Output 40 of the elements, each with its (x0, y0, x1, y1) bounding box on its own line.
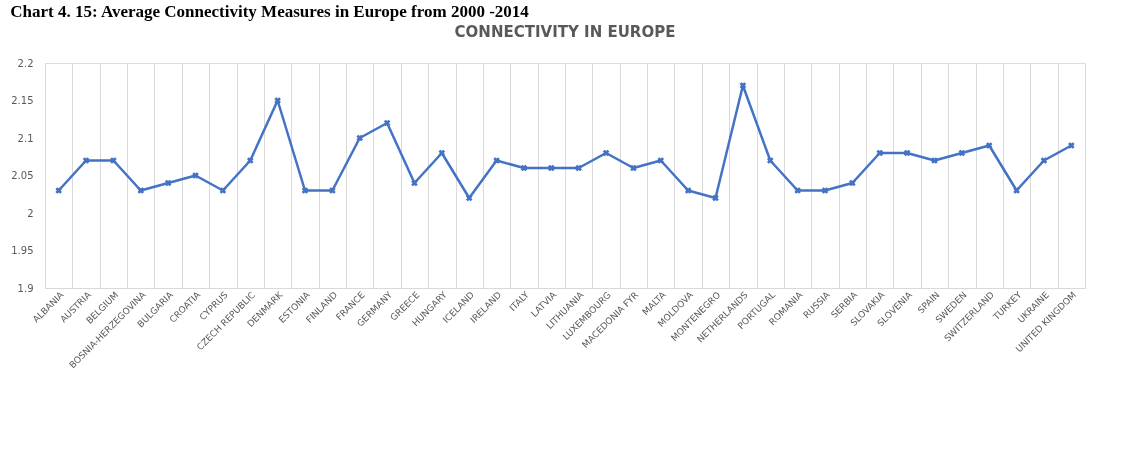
point (985, 142, 993, 149)
point (958, 149, 966, 157)
point (411, 179, 418, 187)
point (575, 164, 582, 172)
point (137, 187, 145, 194)
point (329, 187, 336, 194)
y-tick-label: 1.9 (17, 282, 34, 294)
point (438, 149, 446, 157)
point (766, 157, 774, 164)
point (465, 194, 473, 202)
y-tick-label: 2.2 (17, 57, 34, 69)
point (1040, 157, 1048, 164)
point (219, 187, 227, 194)
y-tick-label: 2 (27, 207, 34, 219)
point (657, 157, 665, 164)
point (739, 82, 747, 89)
point (684, 187, 692, 194)
y-tick-label: 2.05 (11, 170, 34, 181)
y-tick-label: 1.95 (11, 245, 34, 256)
point (356, 134, 364, 142)
y-tick-label: 2.1 (17, 132, 34, 144)
point (1068, 142, 1075, 149)
point (821, 187, 829, 194)
point (903, 149, 911, 157)
point (876, 149, 884, 157)
point (383, 119, 391, 127)
point (274, 97, 281, 104)
chart-title: Chart 4. 15: Average Connectivity Measures in Europe from 2000 -2014 (10, 1, 530, 21)
point (301, 187, 309, 194)
point (82, 157, 90, 164)
point (164, 179, 172, 187)
point (630, 164, 637, 172)
chart-subtitle: CONNECTIVITY IN EUROPE (454, 23, 676, 41)
point (55, 187, 62, 194)
point (712, 194, 719, 202)
y-tick-label: 2.15 (11, 95, 34, 106)
point (246, 157, 254, 164)
point (849, 179, 856, 187)
point (794, 187, 801, 194)
point (548, 164, 555, 172)
